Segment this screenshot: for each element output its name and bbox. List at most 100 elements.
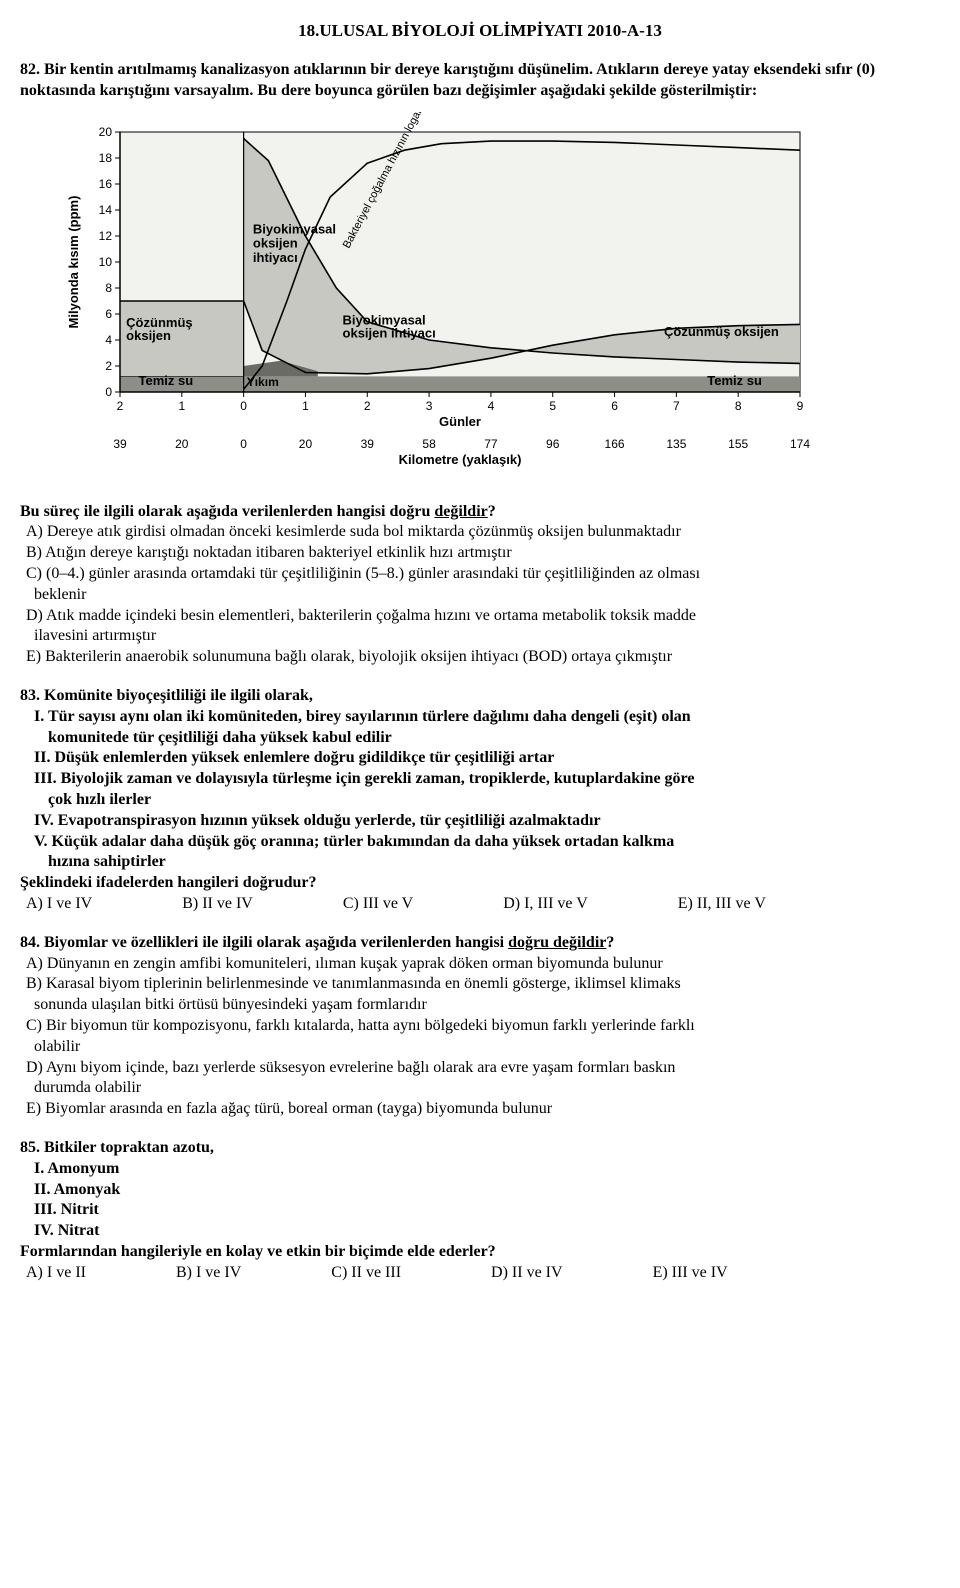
q82-option-a: A) Dereye atık girdisi olmadan önceki ke… [26,522,940,543]
q83-iii2: çok hızlı ilerler [48,790,940,811]
q82-option-c1: C) (0–4.) günler arasında ortamdaki tür … [26,564,940,585]
svg-text:155: 155 [728,437,748,451]
svg-text:135: 135 [666,437,686,451]
q83-option-a: A) I ve IV [26,894,92,915]
q85-options: A) I ve II B) I ve IV C) II ve III D) II… [26,1263,940,1284]
page-header: 18.ULUSAL BİYOLOJİ OLİMPİYATI 2010-A-13 [20,20,940,42]
q85-option-b: B) I ve IV [176,1263,241,1284]
q82-followup-text: Bu süreç ile ilgili olarak aşağıda veril… [20,503,434,520]
svg-text:6: 6 [105,307,112,321]
q85-title: 85. Bitkiler topraktan azotu, [20,1138,940,1159]
q82-option-c2: beklenir [34,585,940,606]
svg-text:0: 0 [240,437,247,451]
svg-text:Temiz su: Temiz su [707,373,762,388]
svg-text:Çözünmüş oksijen: Çözünmüş oksijen [664,324,779,339]
q85-i: I. Amonyum [34,1159,940,1180]
question-82: 82. Bir kentin arıtılmamış kanalizasyon … [20,60,940,668]
svg-text:2: 2 [105,359,112,373]
q85-ii: II. Amonyak [34,1180,940,1201]
q85-iv: IV. Nitrat [34,1221,940,1242]
q84-option-d2: durumda olabilir [34,1078,940,1099]
q83-v2: hızına sahiptirler [48,852,940,873]
svg-text:20: 20 [99,125,113,139]
q82-followup-underline: değildir [434,503,487,520]
svg-text:Temiz su: Temiz su [139,373,194,388]
q84-option-d1: D) Aynı biyom içinde, bazı yerlerde süks… [26,1058,940,1079]
svg-text:18: 18 [99,151,113,165]
svg-text:ihtiyacı: ihtiyacı [253,250,298,265]
svg-text:oksijen: oksijen [126,328,171,343]
q83-option-d: D) I, III ve V [503,894,588,915]
q84-option-b2: sonunda ulaşılan bitki örtüsü bünyesinde… [34,995,940,1016]
svg-text:4: 4 [105,333,112,347]
svg-text:39: 39 [361,437,375,451]
svg-text:7: 7 [673,399,680,413]
q82-option-d1: D) Atık madde içindeki besin elementleri… [26,606,940,627]
q83-iii1: III. Biyolojik zaman ve dolayısıyla türl… [34,769,940,790]
q83-iv: IV. Evapotranspirasyon hızının yüksek ol… [34,811,940,832]
svg-text:77: 77 [484,437,498,451]
svg-text:Milyonda kısım (ppm): Milyonda kısım (ppm) [66,195,81,328]
q84-option-b1: B) Karasal biyom tiplerinin belirlenmesi… [26,974,940,995]
q84-option-c2: olabilir [34,1037,940,1058]
svg-text:0: 0 [105,385,112,399]
q85-option-a: A) I ve II [26,1263,86,1284]
q83-option-b: B) II ve IV [182,894,253,915]
q83-option-e: E) II, III ve V [678,894,766,915]
q84-option-a: A) Dünyanın en zengin amfibi komuniteler… [26,954,940,975]
svg-text:1: 1 [178,399,185,413]
svg-text:3: 3 [426,399,433,413]
q84-title-1: 84. Biyomlar ve özellikleri ile ilgili o… [20,934,508,951]
q83-prompt: Şeklindeki ifadelerden hangileri doğrudu… [20,873,940,894]
svg-text:58: 58 [422,437,436,451]
svg-text:1: 1 [302,399,309,413]
q84-title-2: ? [606,934,614,951]
q83-i1: I. Tür sayısı aynı olan iki komüniteden,… [34,707,940,728]
q82-option-d2: ilavesini artırmıştır [34,626,940,647]
q82-chart: 02468101214161820Milyonda kısım (ppm)210… [60,112,820,492]
q85-iii: III. Nitrit [34,1200,940,1221]
q83-option-c: C) III ve V [343,894,413,915]
svg-text:39: 39 [113,437,127,451]
q82-followup-end: ? [488,503,496,520]
q83-title: 83. Komünite biyoçeşitliliği ile ilgili … [20,686,940,707]
q84-title-u: doğru değildir [508,934,606,951]
svg-text:Günler: Günler [439,414,481,429]
svg-text:8: 8 [735,399,742,413]
svg-text:Yıkım: Yıkım [247,375,279,389]
svg-text:166: 166 [605,437,625,451]
question-83: 83. Komünite biyoçeşitliliği ile ilgili … [20,686,940,915]
q85-option-c: C) II ve III [331,1263,401,1284]
svg-text:20: 20 [299,437,313,451]
q82-option-b: B) Atığın dereye karıştığı noktadan itib… [26,543,940,564]
q85-prompt: Formlarından hangileriyle en kolay ve et… [20,1242,940,1263]
q84-title: 84. Biyomlar ve özellikleri ile ilgili o… [20,933,940,954]
svg-text:2: 2 [117,399,124,413]
svg-text:Kilometre (yaklaşık): Kilometre (yaklaşık) [399,452,522,467]
svg-text:20: 20 [175,437,189,451]
svg-text:6: 6 [611,399,618,413]
q82-intro: 82. Bir kentin arıtılmamış kanalizasyon … [20,60,940,102]
q83-v1: V. Küçük adalar daha düşük göç oranına; … [34,832,940,853]
svg-text:Biyokimyasal: Biyokimyasal [253,221,336,236]
q85-option-d: D) II ve IV [491,1263,563,1284]
svg-text:oksijen: oksijen [253,235,298,250]
question-85: 85. Bitkiler topraktan azotu, I. Amonyum… [20,1138,940,1284]
q84-option-e: E) Biyomlar arasında en fazla ağaç türü,… [26,1099,940,1120]
q82-option-e: E) Bakterilerin anaerobik solunumuna bağ… [26,647,940,668]
q83-ii: II. Düşük enlemlerden yüksek enlemlere d… [34,748,940,769]
svg-text:174: 174 [790,437,810,451]
svg-text:12: 12 [99,229,113,243]
q83-options: A) I ve IV B) II ve IV C) III ve V D) I,… [26,894,940,915]
question-84: 84. Biyomlar ve özellikleri ile ilgili o… [20,933,940,1120]
svg-text:96: 96 [546,437,560,451]
q85-option-e: E) III ve IV [653,1263,728,1284]
svg-text:10: 10 [99,255,113,269]
q84-option-c1: C) Bir biyomun tür kompozisyonu, farklı … [26,1016,940,1037]
svg-text:8: 8 [105,281,112,295]
svg-text:oksijen ihtiyacı: oksijen ihtiyacı [343,325,436,340]
svg-text:0: 0 [240,399,247,413]
svg-text:5: 5 [549,399,556,413]
svg-text:2: 2 [364,399,371,413]
svg-text:16: 16 [99,177,113,191]
